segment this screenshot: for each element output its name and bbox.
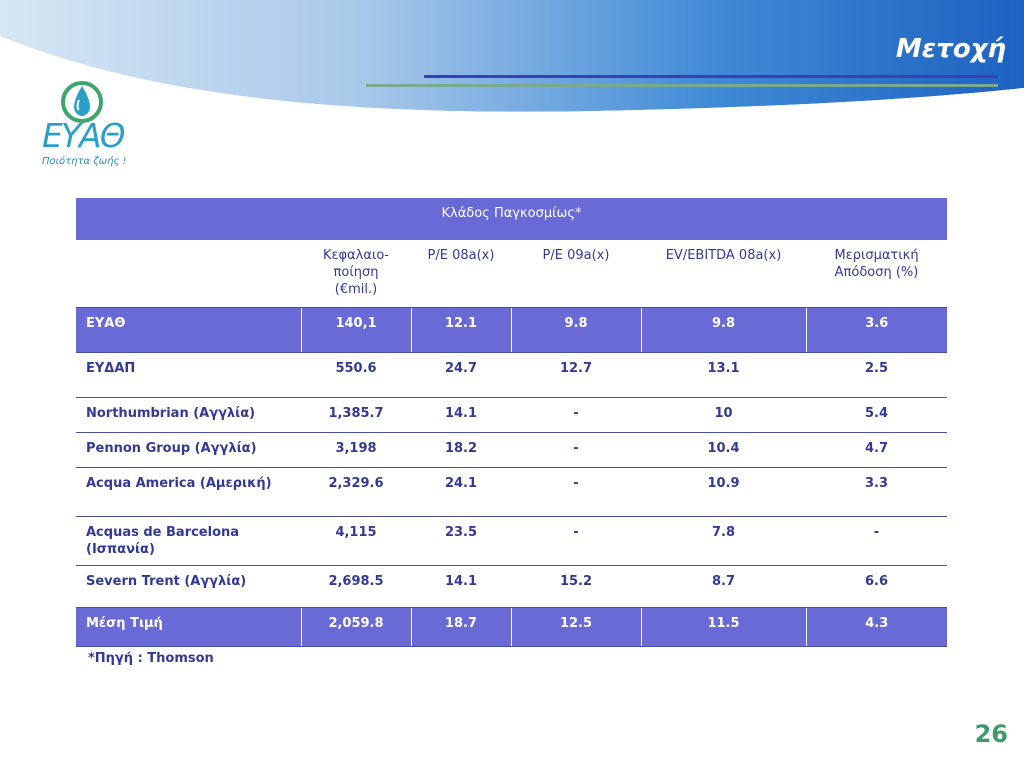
row-ev-ebitda: 11.5 xyxy=(640,607,806,647)
source-footnote: *Πηγή : Thomson xyxy=(88,651,214,666)
row-pe-09: 12.5 xyxy=(510,607,641,647)
valuation-table: Κλάδος Παγκοσμίως* Κεφαλαιο-ποίηση (€mil… xyxy=(76,198,948,647)
header-dividend-yield: Μερισματική Απόδοση (%) xyxy=(806,240,948,308)
row-pe-09: 15.2 xyxy=(511,565,641,608)
row-dividend-yield: - xyxy=(806,516,948,566)
row-name: Pennon Group (Αγγλία) xyxy=(76,432,301,468)
row-dividend-yield: 4.3 xyxy=(805,607,948,647)
row-dividend-yield: 4.7 xyxy=(806,432,948,468)
row-market-cap: 4,115 xyxy=(301,516,411,566)
row-ev-ebitda: 10.9 xyxy=(641,467,806,517)
table-row: Northumbrian (Αγγλία) 1,385.7 14.1 - 10 … xyxy=(76,397,948,433)
row-dividend-yield: 6.6 xyxy=(806,565,948,608)
row-name: Acqua America (Αμερική) xyxy=(76,467,301,517)
header-market-cap: Κεφαλαιο-ποίηση (€mil.) xyxy=(301,240,411,308)
row-market-cap: 1,385.7 xyxy=(301,397,411,433)
row-market-cap: 2,059.8 xyxy=(300,607,411,647)
logo-tagline: Ποιότητα ζωής ! xyxy=(42,156,127,167)
header-pe-09: P/E 09a(x) xyxy=(511,240,641,308)
row-market-cap: 3,198 xyxy=(301,432,411,468)
slide-title: Μετοχή xyxy=(895,34,1006,64)
header-name xyxy=(76,240,301,308)
row-market-cap: 550.6 xyxy=(301,352,411,398)
row-ev-ebitda: 9.8 xyxy=(640,307,806,353)
row-ev-ebitda: 7.8 xyxy=(641,516,806,566)
table-header-row: Κεφαλαιο-ποίηση (€mil.) P/E 08a(x) P/E 0… xyxy=(76,240,948,308)
row-dividend-yield: 5.4 xyxy=(806,397,948,433)
row-name: Μέση Τιμή xyxy=(76,607,301,647)
row-ev-ebitda: 13.1 xyxy=(641,352,806,398)
water-drop-icon xyxy=(61,81,103,123)
row-name: Acquas de Barcelona (Ισπανία) xyxy=(76,516,301,566)
row-market-cap: 2,698.5 xyxy=(301,565,411,608)
row-dividend-yield: 3.3 xyxy=(806,467,948,517)
row-pe-08: 18.7 xyxy=(410,607,511,647)
row-pe-09: - xyxy=(511,432,641,468)
row-pe-08: 14.1 xyxy=(411,397,511,433)
row-dividend-yield: 2.5 xyxy=(806,352,948,398)
table-row: ΕΥΔΑΠ 550.6 24.7 12.7 13.1 2.5 xyxy=(76,352,948,398)
row-pe-09: - xyxy=(511,467,641,517)
row-pe-08: 18.2 xyxy=(411,432,511,468)
row-pe-09: 12.7 xyxy=(511,352,641,398)
table-row: ΕΥΑΘ 140,1 12.1 9.8 9.8 3.6 xyxy=(76,307,948,353)
logo-wordmark: ΕΥΑΘ xyxy=(42,116,126,155)
row-dividend-yield: 3.6 xyxy=(805,307,948,353)
title-underline-blue xyxy=(424,75,998,78)
row-name: ΕΥΑΘ xyxy=(76,307,301,353)
row-pe-08: 24.1 xyxy=(411,467,511,517)
table-row: Severn Trent (Αγγλία) 2,698.5 14.1 15.2 … xyxy=(76,565,948,608)
table-row-average: Μέση Τιμή 2,059.8 18.7 12.5 11.5 4.3 xyxy=(76,607,948,647)
row-name: Severn Trent (Αγγλία) xyxy=(76,565,301,608)
table-caption-row: Κλάδος Παγκοσμίως* xyxy=(76,198,948,240)
row-ev-ebitda: 10.4 xyxy=(641,432,806,468)
row-pe-08: 23.5 xyxy=(411,516,511,566)
header-band xyxy=(0,0,1024,130)
row-pe-09: - xyxy=(511,397,641,433)
table-row: Acqua America (Αμερική) 2,329.6 24.1 - 1… xyxy=(76,467,948,517)
header-ev-ebitda: EV/EBITDA 08a(x) xyxy=(641,240,806,308)
header-pe-08: P/E 08a(x) xyxy=(411,240,511,308)
row-market-cap: 140,1 xyxy=(300,307,411,353)
row-ev-ebitda: 8.7 xyxy=(641,565,806,608)
table-row: Acquas de Barcelona (Ισπανία) 4,115 23.5… xyxy=(76,516,948,566)
row-name: ΕΥΔΑΠ xyxy=(76,352,301,398)
page-number: 26 xyxy=(974,720,1008,748)
company-logo: ΕΥΑΘ Ποιότητα ζωής ! xyxy=(36,78,146,178)
title-underline-green xyxy=(366,84,998,87)
row-pe-08: 14.1 xyxy=(411,565,511,608)
row-pe-09: 9.8 xyxy=(510,307,641,353)
table-caption: Κλάδος Παγκοσμίως* xyxy=(76,198,948,240)
table-row: Pennon Group (Αγγλία) 3,198 18.2 - 10.4 … xyxy=(76,432,948,468)
row-market-cap: 2,329.6 xyxy=(301,467,411,517)
row-pe-08: 12.1 xyxy=(410,307,511,353)
row-pe-08: 24.7 xyxy=(411,352,511,398)
row-pe-09: - xyxy=(511,516,641,566)
row-ev-ebitda: 10 xyxy=(641,397,806,433)
row-name: Northumbrian (Αγγλία) xyxy=(76,397,301,433)
